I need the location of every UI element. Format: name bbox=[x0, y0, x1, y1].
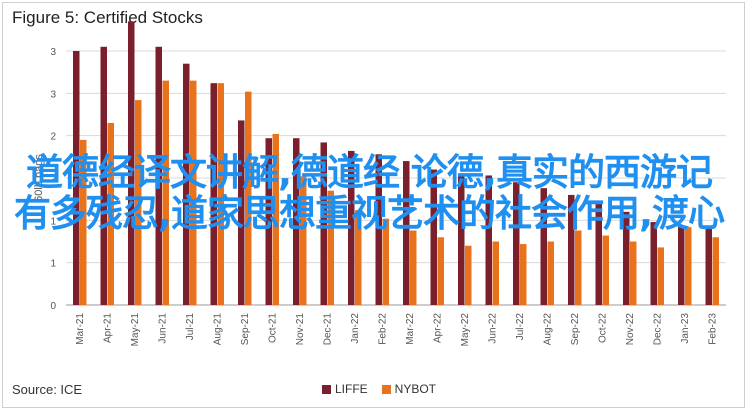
legend-label-liffe: LIFFE bbox=[335, 382, 368, 396]
x-tick-label: Nov-21 bbox=[295, 313, 306, 346]
y-axis-label: 60lb bags bbox=[33, 154, 45, 202]
x-tick-label: Feb-23 bbox=[707, 313, 718, 345]
bar-nybot bbox=[657, 247, 664, 305]
bar-nybot bbox=[712, 237, 719, 305]
bar-liffe bbox=[320, 142, 327, 305]
bar-nybot bbox=[410, 230, 417, 305]
bar-liffe bbox=[595, 203, 602, 305]
x-tick-label: Jul-21 bbox=[185, 313, 196, 341]
bar-liffe bbox=[183, 63, 190, 306]
x-tick-label: Apr-22 bbox=[432, 313, 443, 343]
legend: LIFFE NYBOT bbox=[322, 382, 436, 396]
bar-nybot bbox=[465, 245, 472, 305]
x-tick-label: Sep-21 bbox=[240, 313, 251, 346]
x-tick-label: Aug-21 bbox=[212, 313, 223, 346]
bar-liffe bbox=[348, 150, 355, 305]
y-tick-label: 0 bbox=[50, 301, 56, 312]
x-tick-label: May-22 bbox=[460, 313, 471, 347]
bar-nybot bbox=[602, 235, 609, 305]
bar-liffe bbox=[128, 21, 135, 305]
legend-swatch-nybot bbox=[381, 384, 391, 394]
bar-liffe bbox=[623, 211, 630, 305]
bar-nybot bbox=[107, 122, 114, 305]
x-tick-label: Oct-22 bbox=[597, 313, 608, 343]
bar-liffe bbox=[73, 51, 80, 305]
bar-liffe bbox=[265, 138, 272, 305]
bar-nybot bbox=[520, 244, 527, 305]
x-tick-label: Mar-22 bbox=[405, 313, 416, 345]
legend-swatch-liffe bbox=[322, 384, 331, 394]
bar-liffe bbox=[568, 194, 575, 305]
bar-nybot bbox=[382, 218, 389, 305]
bar-liffe bbox=[485, 175, 492, 305]
bar-liffe bbox=[430, 169, 437, 305]
bar-nybot bbox=[575, 230, 582, 305]
x-tick-label: Jul-22 bbox=[515, 313, 526, 341]
bar-nybot bbox=[217, 83, 224, 305]
x-tick-label: Jun-22 bbox=[487, 313, 498, 344]
x-tick-label: Jan-22 bbox=[350, 313, 361, 344]
x-tick-label: Nov-22 bbox=[625, 313, 636, 346]
bar-liffe bbox=[458, 173, 465, 305]
overlay-text: 道德经译文讲解,德道经 论德,真实的西游记有多残忍,道家思想重视艺术的社会作用,… bbox=[13, 151, 725, 235]
chart-title: Figure 5: Certified Stocks bbox=[12, 8, 203, 27]
bar-nybot bbox=[135, 100, 142, 306]
bar-liffe bbox=[513, 182, 520, 305]
bar-nybot bbox=[272, 133, 279, 305]
x-tick-label: Feb-22 bbox=[377, 313, 388, 345]
bar-nybot bbox=[492, 241, 499, 305]
bar-liffe bbox=[705, 228, 712, 305]
x-tick-label: Mar-21 bbox=[75, 313, 86, 345]
bar-nybot bbox=[245, 91, 252, 305]
bar-nybot bbox=[437, 237, 444, 305]
x-tick-label: Dec-21 bbox=[322, 313, 333, 346]
legend-item-liffe: LIFFE bbox=[322, 382, 368, 396]
bar-nybot bbox=[355, 210, 362, 305]
x-tick-label: Jun-21 bbox=[157, 313, 168, 344]
y-tick-label: 2 bbox=[50, 132, 56, 143]
y-tick-label: 1 bbox=[50, 259, 56, 270]
bar-liffe bbox=[678, 227, 685, 305]
x-tick-label: Aug-22 bbox=[542, 313, 553, 346]
bar-liffe bbox=[293, 138, 300, 305]
bar-liffe bbox=[540, 188, 547, 305]
bar-liffe bbox=[650, 222, 657, 305]
bar-nybot bbox=[300, 176, 307, 305]
y-tick-label: 3 bbox=[50, 89, 56, 100]
bar-liffe bbox=[403, 161, 410, 305]
bar-nybot bbox=[162, 80, 169, 305]
x-tick-label: Jan-23 bbox=[680, 313, 691, 344]
bar-nybot bbox=[547, 241, 554, 305]
bar-nybot bbox=[80, 139, 87, 305]
chart-source: Source: ICE bbox=[12, 382, 83, 397]
y-tick-label: 2 bbox=[50, 174, 56, 185]
y-tick-label: 3 bbox=[50, 47, 56, 58]
legend-label-nybot: NYBOT bbox=[394, 382, 437, 396]
x-tick-label: Oct-21 bbox=[267, 313, 278, 343]
x-tick-label: May-21 bbox=[130, 313, 141, 347]
legend-item-nybot: NYBOT bbox=[381, 382, 437, 396]
bar-nybot bbox=[190, 80, 197, 305]
bar-liffe bbox=[210, 83, 217, 305]
bar-nybot bbox=[327, 190, 334, 305]
bar-liffe bbox=[100, 46, 107, 306]
bar-nybot bbox=[685, 227, 692, 305]
y-tick-label: 1 bbox=[50, 216, 56, 227]
x-tick-label: Dec-22 bbox=[652, 313, 663, 346]
bar-liffe bbox=[375, 154, 382, 305]
bar-nybot bbox=[630, 241, 637, 305]
bar-liffe bbox=[238, 120, 245, 305]
x-tick-label: Sep-22 bbox=[570, 313, 581, 346]
bar-liffe bbox=[155, 46, 162, 306]
x-tick-label: Apr-21 bbox=[102, 313, 113, 343]
